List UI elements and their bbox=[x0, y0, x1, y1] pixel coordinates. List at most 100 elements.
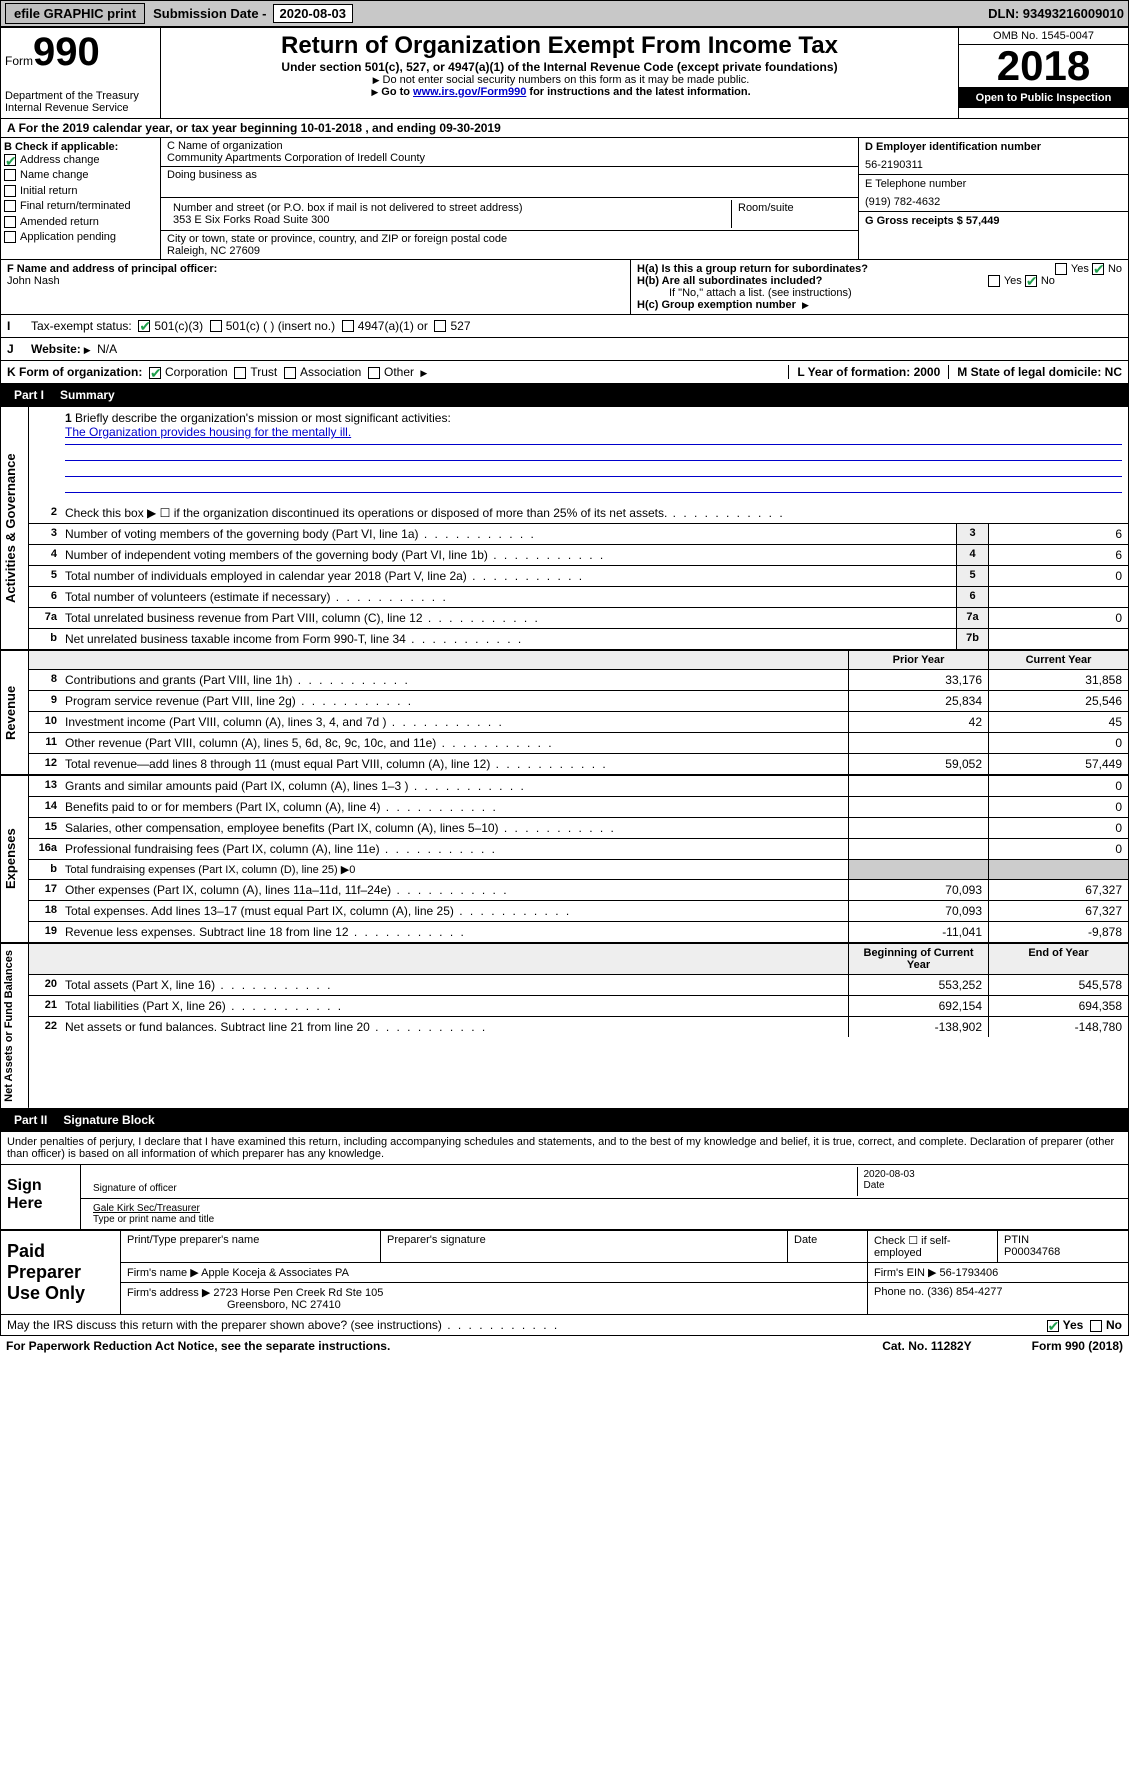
officer-name: John Nash bbox=[7, 275, 624, 287]
status-501c3[interactable] bbox=[138, 320, 150, 332]
k-label: K Form of organization: bbox=[7, 365, 142, 379]
firm-addr1: 2723 Horse Pen Creek Rd Ste 105 bbox=[213, 1287, 383, 1299]
check-address-change[interactable] bbox=[4, 154, 16, 166]
prep-date-h: Date bbox=[788, 1231, 868, 1262]
check-b-label: B Check if applicable: bbox=[4, 141, 118, 153]
submission-label: Submission Date - bbox=[153, 6, 266, 21]
gov-line: 3Number of voting members of the governi… bbox=[29, 524, 1128, 545]
officer-name-title: Gale Kirk Sec/Treasurer bbox=[93, 1203, 200, 1214]
data-line: 20Total assets (Part X, line 16)553,2525… bbox=[29, 975, 1128, 996]
firm-name: Apple Koceja & Associates PA bbox=[201, 1267, 349, 1279]
discuss-row: May the IRS discuss this return with the… bbox=[0, 1315, 1129, 1336]
gov-line: 5Total number of individuals employed in… bbox=[29, 566, 1128, 587]
data-line: 18Total expenses. Add lines 13–17 (must … bbox=[29, 901, 1128, 922]
k-other[interactable] bbox=[368, 367, 380, 379]
hb-yes[interactable] bbox=[988, 275, 1000, 287]
note-2-pre: Go to bbox=[381, 86, 413, 98]
l-year: L Year of formation: 2000 bbox=[797, 365, 940, 379]
note-2-post: for instructions and the latest informat… bbox=[526, 86, 750, 98]
sig-officer-label: Signature of officer bbox=[93, 1183, 177, 1194]
c-name-label: C Name of organization bbox=[167, 140, 852, 152]
part1-title: Summary bbox=[60, 388, 115, 402]
footer-right: Form 990 (2018) bbox=[1032, 1339, 1123, 1353]
name-label: Type or print name and title bbox=[93, 1214, 214, 1225]
status-527[interactable] bbox=[434, 320, 446, 332]
sig-date: 2020-08-03 bbox=[864, 1169, 915, 1180]
sign-here-label: Sign Here bbox=[1, 1165, 81, 1229]
form-label: Form bbox=[5, 54, 33, 68]
part2-header: Part II Signature Block bbox=[0, 1109, 1129, 1131]
col-current-year: Current Year bbox=[988, 651, 1128, 669]
part2-label: Part II bbox=[8, 1112, 53, 1128]
gov-line: bNet unrelated business taxable income f… bbox=[29, 629, 1128, 649]
check-initial-return[interactable] bbox=[4, 185, 16, 197]
note-1: Do not enter social security numbers on … bbox=[383, 74, 750, 86]
form-header: Form 990 Department of the Treasury Inte… bbox=[0, 27, 1129, 119]
section-b: B Check if applicable: Address change Na… bbox=[0, 138, 1129, 260]
check-final-return[interactable] bbox=[4, 200, 16, 212]
data-line: 19Revenue less expenses. Subtract line 1… bbox=[29, 922, 1128, 942]
gov-line: 2Check this box ▶ ☐ if the organization … bbox=[29, 503, 1128, 524]
e-phone-label: E Telephone number bbox=[865, 178, 1122, 190]
irs-link[interactable]: www.irs.gov/Form990 bbox=[413, 86, 526, 98]
room-label: Room/suite bbox=[732, 200, 852, 228]
perjury-text: Under penalties of perjury, I declare th… bbox=[1, 1132, 1128, 1164]
ha-yes[interactable] bbox=[1055, 263, 1067, 275]
ein: 56-2190311 bbox=[865, 159, 1122, 171]
ptin-label: PTIN bbox=[1004, 1234, 1029, 1246]
hb-no[interactable] bbox=[1025, 275, 1037, 287]
korg-row: K Form of organization: Corporation Trus… bbox=[0, 361, 1129, 384]
discuss-yes[interactable] bbox=[1047, 1320, 1059, 1332]
data-line: 17Other expenses (Part IX, column (A), l… bbox=[29, 880, 1128, 901]
website-row: J Website: N/A bbox=[0, 338, 1129, 361]
hb-note: If "No," attach a list. (see instruction… bbox=[637, 287, 1122, 299]
tax-year: 2018 bbox=[959, 45, 1128, 88]
data-line: 8Contributions and grants (Part VIII, li… bbox=[29, 670, 1128, 691]
data-line: 16aProfessional fundraising fees (Part I… bbox=[29, 839, 1128, 860]
check-amended[interactable] bbox=[4, 216, 16, 228]
g-gross: G Gross receipts $ 57,449 bbox=[865, 215, 1000, 227]
paid-label: Paid Preparer Use Only bbox=[1, 1231, 121, 1314]
discuss-q: May the IRS discuss this return with the… bbox=[7, 1318, 559, 1332]
dba-label: Doing business as bbox=[167, 169, 852, 181]
gov-line: 6Total number of volunteers (estimate if… bbox=[29, 587, 1128, 608]
sig-date-label: Date bbox=[864, 1180, 885, 1191]
firm-addr2: Greensboro, NC 27410 bbox=[127, 1299, 341, 1311]
gov-line: 4Number of independent voting members of… bbox=[29, 545, 1128, 566]
k-assoc[interactable] bbox=[284, 367, 296, 379]
k-corp[interactable] bbox=[149, 367, 161, 379]
status-4947[interactable] bbox=[342, 320, 354, 332]
vert-net: Net Assets or Fund Balances bbox=[1, 944, 29, 1108]
ptin: P00034768 bbox=[1004, 1246, 1060, 1258]
data-line: bTotal fundraising expenses (Part IX, co… bbox=[29, 860, 1128, 880]
org-address: 353 E Six Forks Road Suite 300 bbox=[173, 214, 725, 226]
check-application-pending[interactable] bbox=[4, 231, 16, 243]
efile-print-button[interactable]: efile GRAPHIC print bbox=[5, 3, 145, 24]
irs-label: Internal Revenue Service bbox=[5, 102, 156, 114]
expenses-block: Expenses 13Grants and similar amounts pa… bbox=[0, 775, 1129, 943]
paid-preparer-block: Paid Preparer Use Only Print/Type prepar… bbox=[0, 1230, 1129, 1315]
data-line: 21Total liabilities (Part X, line 26)692… bbox=[29, 996, 1128, 1017]
org-city: Raleigh, NC 27609 bbox=[167, 245, 852, 257]
city-label: City or town, state or province, country… bbox=[167, 233, 852, 245]
data-line: 22Net assets or fund balances. Subtract … bbox=[29, 1017, 1128, 1037]
org-name: Community Apartments Corporation of Ired… bbox=[167, 152, 852, 164]
k-trust[interactable] bbox=[234, 367, 246, 379]
firm-label: Firm's name ▶ bbox=[127, 1267, 199, 1279]
firm-phone: Phone no. (336) 854-4277 bbox=[868, 1283, 1128, 1314]
f-officer-label: F Name and address of principal officer: bbox=[7, 263, 217, 275]
check-name-change[interactable] bbox=[4, 169, 16, 181]
vert-exp: Expenses bbox=[1, 776, 29, 942]
data-line: 12Total revenue—add lines 8 through 11 (… bbox=[29, 754, 1128, 774]
ha-label: H(a) Is this a group return for subordin… bbox=[637, 263, 868, 275]
discuss-no[interactable] bbox=[1090, 1320, 1102, 1332]
mission-q: Briefly describe the organization's miss… bbox=[75, 411, 451, 425]
data-line: 13Grants and similar amounts paid (Part … bbox=[29, 776, 1128, 797]
ha-no[interactable] bbox=[1092, 263, 1104, 275]
revenue-block: Revenue Prior Year Current Year 8Contrib… bbox=[0, 650, 1129, 775]
data-line: 11Other revenue (Part VIII, column (A), … bbox=[29, 733, 1128, 754]
status-501c[interactable] bbox=[210, 320, 222, 332]
gov-line: 7aTotal unrelated business revenue from … bbox=[29, 608, 1128, 629]
section-f: F Name and address of principal officer:… bbox=[0, 260, 1129, 315]
footer-left: For Paperwork Reduction Act Notice, see … bbox=[6, 1339, 390, 1353]
